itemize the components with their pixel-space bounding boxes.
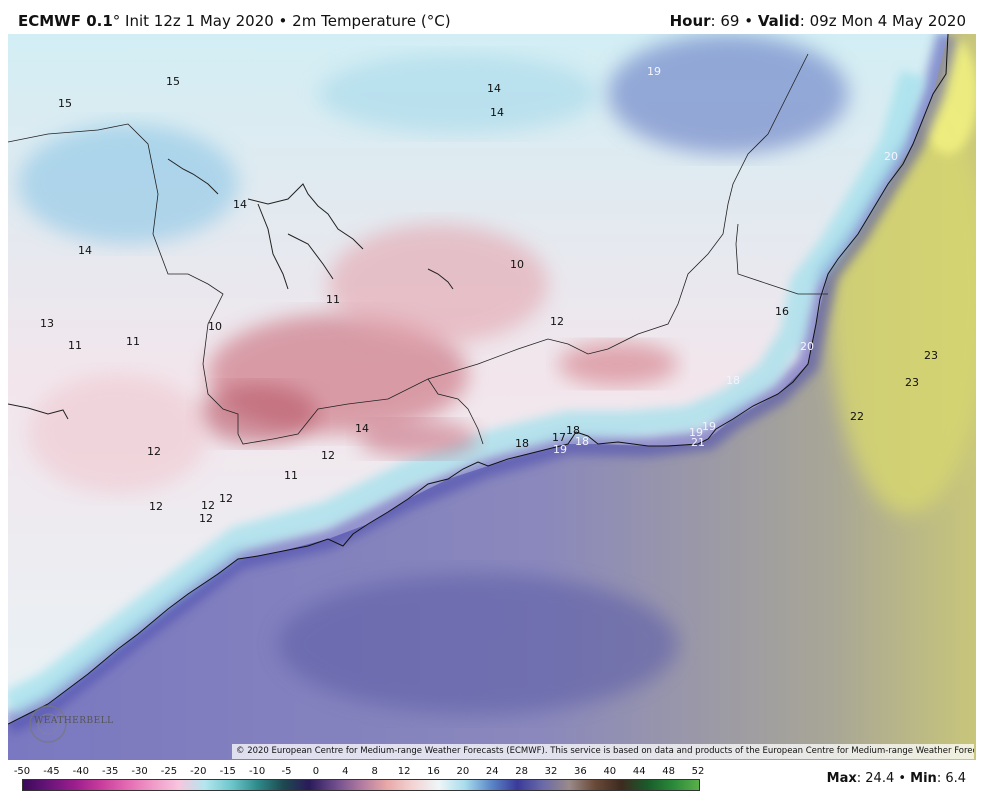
temperature-label: 14 xyxy=(490,106,504,119)
colorbar-tick: -25 xyxy=(160,766,178,777)
temperature-label: 18 xyxy=(726,374,740,387)
hour-value: : 69 • xyxy=(710,12,758,30)
colorbar-tick: -15 xyxy=(219,766,236,777)
temperature-label: 10 xyxy=(208,320,222,333)
max-value: : 24.4 • xyxy=(856,771,911,786)
colorbar-tick: -5 xyxy=(281,766,292,777)
colorbar-tick: 44 xyxy=(632,766,646,777)
temperature-label: 18 xyxy=(575,435,589,448)
weatherbell-logo xyxy=(29,705,67,743)
temperature-label: 16 xyxy=(775,305,789,318)
temperature-label: 12 xyxy=(147,445,161,458)
temperature-label: 10 xyxy=(510,258,524,271)
colorbar-tick: -50 xyxy=(13,766,31,777)
valid-value: : 09z Mon 4 May 2020 xyxy=(799,12,966,30)
copyright-credit: © 2020 European Centre for Medium-range … xyxy=(232,744,974,759)
colorbar-tick: 48 xyxy=(662,766,675,777)
colorbar-tick: 20 xyxy=(456,766,470,777)
temperature-label: 23 xyxy=(924,349,938,362)
max-label: Max xyxy=(826,771,857,786)
temperature-label: 11 xyxy=(326,293,340,306)
init-text: ° Init 12z 1 May 2020 • 2m Temperature (… xyxy=(112,12,451,30)
colorbar-tick: 0 xyxy=(312,766,320,777)
colorbar-tick: 24 xyxy=(485,766,499,777)
temperature-label: 15 xyxy=(166,75,180,88)
colorbar-tick: 36 xyxy=(574,766,587,777)
colorbar-tick: 52 xyxy=(691,766,705,777)
map-title: ECMWF 0.1° Init 12z 1 May 2020 • 2m Temp… xyxy=(18,12,451,30)
temperature-label: 19 xyxy=(553,443,567,456)
min-label: Min xyxy=(910,771,937,786)
colorbar-tick: 12 xyxy=(397,766,411,777)
temperature-label: 21 xyxy=(691,436,705,449)
temperature-label: 14 xyxy=(78,244,92,257)
colorbar-tick: -10 xyxy=(248,766,266,777)
colorbar-tick: -30 xyxy=(131,766,148,777)
temperature-label: 15 xyxy=(58,97,72,110)
min-value: : 6.4 xyxy=(936,771,966,786)
temperature-label: 23 xyxy=(905,376,919,389)
temperature-label: 11 xyxy=(126,335,140,348)
temperature-labels: 15 15 14 14 19 20 14 14 10 11 13 10 12 16 11 11 20 23 18 23… xyxy=(40,65,938,525)
temperature-label: 11 xyxy=(68,339,82,352)
colorbar-tick: -40 xyxy=(72,766,89,777)
colorbar-tick: 4 xyxy=(342,766,349,777)
temperature-label: 11 xyxy=(284,469,298,482)
state-borders xyxy=(8,53,809,445)
temperature-map[interactable]: 15 15 14 14 19 20 14 14 10 11 13 10 12 16 11 11 20 23 18 23… xyxy=(8,34,976,760)
temperature-label: 19 xyxy=(689,426,703,439)
temperature-label: 12 xyxy=(149,500,163,513)
map-canvas: 15 15 14 14 19 20 14 14 10 11 13 10 12 16 11 11 20 23 18 23… xyxy=(8,34,976,760)
temperature-label: 12 xyxy=(199,512,213,525)
temperature-label: 12 xyxy=(550,315,564,328)
colorbar-tick: 8 xyxy=(371,766,378,777)
temperature-label: 18 xyxy=(515,437,529,450)
temperature-label: 19 xyxy=(647,65,661,78)
temperature-label: 20 xyxy=(800,340,814,353)
coastline xyxy=(8,34,949,725)
temperature-label: 14 xyxy=(355,422,369,435)
valid-label: Valid xyxy=(757,12,800,30)
temperature-label: 22 xyxy=(850,410,864,423)
colorbar-tick: -20 xyxy=(190,766,207,777)
colorbar-tick: -35 xyxy=(102,766,119,777)
colorbar-tick: 16 xyxy=(427,766,440,777)
max-min-readout: Max: 24.4 • Min: 6.4 xyxy=(827,771,966,786)
temperature-label: 19 xyxy=(702,420,716,433)
logo-text: WEATHERBELL xyxy=(34,716,114,726)
colorbar-tick: -45 xyxy=(43,766,60,777)
colorbar-tick: 28 xyxy=(515,766,529,777)
hour-label: Hour xyxy=(669,12,711,30)
colorbar-ticks: -50 -45 -40 -35 -30 -25 -20 -15 -10 -5 0 4 8 12 16 20 24… xyxy=(10,766,710,778)
colorbar-tick: 40 xyxy=(603,766,617,777)
temperature-label: 14 xyxy=(233,198,247,211)
temperature-label: 12 xyxy=(321,449,335,462)
temperature-label: 20 xyxy=(884,150,898,163)
model-name: ECMWF 0.1 xyxy=(18,12,113,30)
temperature-label: 17 xyxy=(552,431,566,444)
colorbar xyxy=(22,779,700,791)
colorbar-tick: 32 xyxy=(544,766,558,777)
temperature-label: 18 xyxy=(566,424,580,437)
temperature-label: 13 xyxy=(40,317,54,330)
temperature-label: 12 xyxy=(219,492,233,505)
valid-time: Hour: 69 • Valid: 09z Mon 4 May 2020 xyxy=(670,12,966,30)
temperature-label: 12 xyxy=(201,499,215,512)
temperature-label: 14 xyxy=(487,82,501,95)
